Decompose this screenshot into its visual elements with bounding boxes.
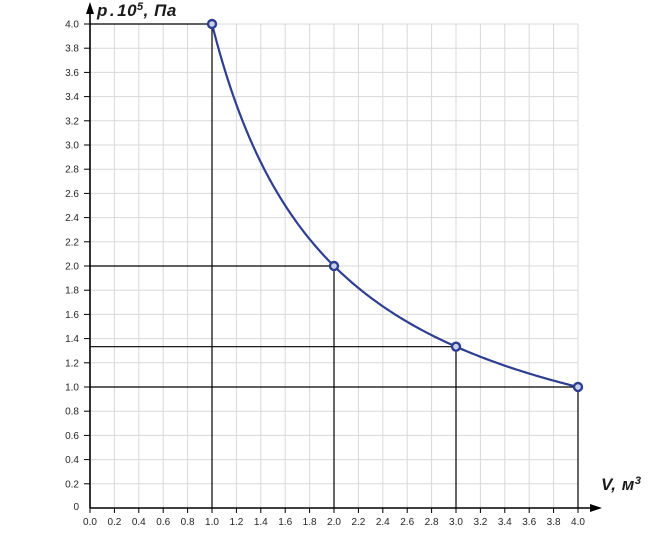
x-tick-label: 3.6 (522, 517, 536, 528)
y-axis-base: 10 (117, 1, 138, 20)
x-tick-label: 1.8 (303, 517, 317, 528)
y-tick-label: 1.2 (65, 358, 79, 369)
x-axis-title: V, м3 (601, 475, 641, 495)
y-tick-label: 4.0 (65, 20, 79, 31)
x-tick-label: 1.6 (278, 517, 292, 528)
y-tick-label: 0.6 (65, 431, 79, 442)
y-tick-label: 3.2 (65, 116, 79, 127)
x-tick-label: 3.4 (498, 517, 512, 528)
x-tick-label: 1.2 (229, 517, 243, 528)
x-tick-label: 2.2 (351, 517, 365, 528)
y-axis-dot: . (109, 1, 116, 20)
x-axis-arrow (590, 504, 602, 512)
x-tick-label: 0.0 (83, 517, 97, 528)
y-axis-title: p. 105, Па (97, 1, 177, 21)
x-tick-label: 1.0 (205, 517, 219, 528)
data-point-marker (206, 18, 218, 30)
isotherm-curve (210, 22, 580, 389)
x-tick-label: 2.6 (400, 517, 414, 528)
x-axis-unit-exponent: 3 (634, 475, 642, 487)
x-tick-label: 0.2 (107, 517, 121, 528)
x-tick-label: 1.4 (254, 517, 268, 528)
y-tick-label: 2.6 (65, 189, 79, 200)
y-tick-label: 1.6 (65, 310, 79, 321)
y-axis-unit: , Па (143, 1, 177, 20)
x-axis-unit: м (621, 475, 635, 494)
y-tick-label: 2.4 (65, 213, 79, 224)
y-tick-label: 2.2 (65, 237, 79, 248)
x-tick-label: 4.0 (571, 517, 585, 528)
x-tick-label: 2.8 (425, 517, 439, 528)
y-tick-label: 0.2 (65, 479, 79, 490)
y-tick-label: 2.0 (65, 262, 79, 273)
x-tick-label: 3.0 (449, 517, 463, 528)
y-tick-label: 0.4 (65, 455, 79, 466)
x-tick-label: 2.0 (327, 517, 341, 528)
y-tick-label: 3.0 (65, 141, 79, 152)
y-axis-exponent: 5 (137, 1, 144, 13)
x-tick-label: 0.8 (181, 517, 195, 528)
x-tick-label: 3.2 (473, 517, 487, 528)
data-point-marker (450, 341, 462, 352)
x-tick-label: 2.4 (376, 517, 390, 528)
y-tick-label: 2.8 (65, 165, 79, 176)
y-axis-variable: p (97, 1, 108, 20)
y-tick-label: 3.6 (65, 68, 79, 79)
origin-label: 0 (73, 502, 79, 513)
y-tick-label: 1.0 (65, 383, 79, 394)
y-tick-label: 0.8 (65, 407, 79, 418)
x-tick-label: 0.4 (132, 517, 146, 528)
y-axis-arrow (86, 2, 94, 14)
x-axis-variable: V (601, 475, 612, 494)
data-point-marker (572, 381, 584, 393)
x-axis-comma: , (611, 475, 622, 494)
y-tick-label: 3.8 (65, 44, 79, 55)
data-point-marker (328, 260, 340, 272)
x-tick-label: 0.6 (156, 517, 170, 528)
y-tick-label: 1.8 (65, 286, 79, 297)
y-tick-label: 1.4 (65, 334, 79, 345)
y-tick-label: 3.4 (65, 92, 79, 103)
x-tick-label: 3.8 (547, 517, 561, 528)
